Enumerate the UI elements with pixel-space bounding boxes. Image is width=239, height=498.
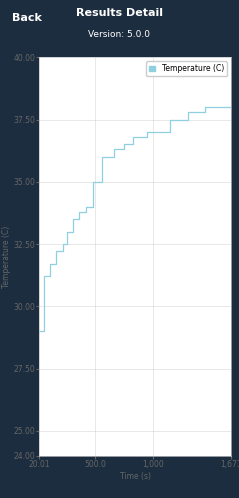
Legend: Temperature (C): Temperature (C): [146, 61, 227, 76]
Text: Version: 5.0.0: Version: 5.0.0: [88, 29, 151, 38]
Text: Back: Back: [12, 13, 42, 23]
X-axis label: Time (s): Time (s): [120, 472, 151, 481]
Text: Results Detail: Results Detail: [76, 8, 163, 18]
Y-axis label: Temperature (C): Temperature (C): [2, 225, 11, 287]
